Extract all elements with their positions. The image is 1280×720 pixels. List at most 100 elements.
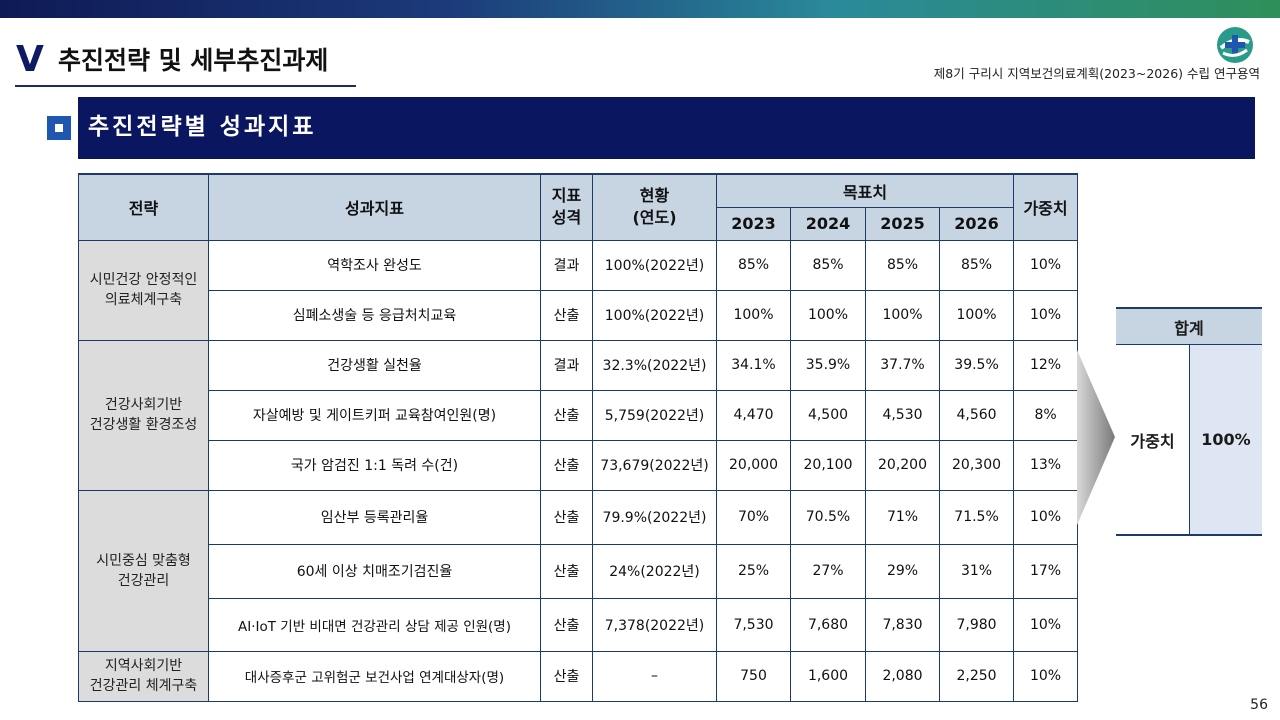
header-strategy: 전략: [78, 173, 209, 241]
indicator-cell: AI·IoT 기반 비대면 건강관리 상담 제공 인원(명): [208, 597, 541, 652]
target-cell: 31%: [938, 543, 1015, 599]
city-logo-icon: [1217, 27, 1253, 63]
target-cell: 7,680: [790, 597, 866, 652]
indicator-cell: 심폐소생술 등 응급처치교육: [208, 289, 541, 341]
target-cell: 1,600: [790, 650, 866, 702]
type-cell: 산출: [540, 489, 593, 545]
target-cell: 7,830: [865, 597, 940, 652]
indicator-cell: 국가 암검진 1:1 독려 수(건): [208, 439, 541, 491]
page-number: 56: [1250, 697, 1268, 713]
table-row: 60세 이상 치매조기검진율 산출 24%(2022년) 25% 27% 29%…: [79, 543, 1079, 599]
header-current: 현황 (연도): [592, 173, 717, 241]
type-cell: 산출: [540, 543, 593, 599]
table-row: 자살예방 및 게이트키퍼 교육참여인원(명) 산출 5,759(2022년) 4…: [79, 389, 1079, 441]
target-cell: 4,500: [790, 389, 866, 441]
target-cell: 37.7%: [865, 339, 940, 391]
target-cell: 85%: [716, 239, 791, 291]
section-title: 추진전략 및 세부추진과제: [58, 46, 329, 75]
type-cell: 산출: [540, 597, 593, 652]
header-type: 지표 성격: [540, 173, 593, 241]
weight-cell: 17%: [1013, 543, 1079, 599]
target-cell: 70%: [716, 489, 791, 545]
total-weight-box: 합계 가중치 100%: [1116, 307, 1262, 536]
weight-cell: 10%: [1013, 239, 1079, 291]
strategy-cell: 지역사회기반 건강관리 체계구축: [78, 650, 209, 702]
strategy-cell: 시민중심 맞춤형 건강관리: [78, 489, 209, 652]
target-cell: 29%: [865, 543, 940, 599]
square-bullet-icon: [47, 116, 71, 140]
target-cell: 85%: [790, 239, 866, 291]
indicator-cell: 건강생활 실천율: [208, 339, 541, 391]
current-cell: 5,759(2022년): [592, 389, 717, 441]
weight-cell: 8%: [1013, 389, 1079, 441]
indicator-cell: 대사증후군 고위험군 보건사업 연계대상자(명): [208, 650, 541, 702]
target-cell: 4,470: [716, 389, 791, 441]
target-cell: 7,530: [716, 597, 791, 652]
strategy-cell: 시민건강 안정적인 의료체계구축: [78, 239, 209, 341]
target-cell: 71%: [865, 489, 940, 545]
target-cell: 71.5%: [938, 489, 1015, 545]
target-cell: 2,080: [865, 650, 940, 702]
type-cell: 산출: [540, 439, 593, 491]
target-cell: 35.9%: [790, 339, 866, 391]
current-cell: 100%(2022년): [592, 289, 717, 341]
header-target: 목표치: [715, 173, 1015, 208]
weight-cell: 10%: [1013, 489, 1079, 545]
header-weight: 가중치: [1013, 173, 1079, 241]
target-cell: 2,250: [938, 650, 1015, 702]
weight-cell: 10%: [1013, 597, 1079, 652]
section-mark: V: [16, 39, 44, 80]
target-cell: 4,560: [938, 389, 1015, 441]
target-cell: 39.5%: [938, 339, 1015, 391]
header-year: 2023: [716, 206, 791, 241]
subsection-banner: [78, 97, 1255, 159]
header-indicator: 성과지표: [208, 173, 541, 241]
current-cell: 79.9%(2022년): [592, 489, 717, 545]
target-cell: 85%: [865, 239, 940, 291]
table-row: 건강사회기반 건강생활 환경조성 건강생활 실천율 결과 32.3%(2022년…: [78, 339, 1079, 491]
table-row: AI·IoT 기반 비대면 건강관리 상담 제공 인원(명) 산출 7,378(…: [79, 597, 1079, 652]
type-cell: 결과: [540, 339, 593, 391]
right-arrow-icon: [1077, 350, 1115, 525]
indicator-cell: 임산부 등록관리율: [208, 489, 541, 545]
table-row: 심폐소생술 등 응급처치교육 산출 100%(2022년) 100% 100% …: [79, 289, 1079, 341]
target-cell: 100%: [938, 289, 1015, 341]
table-row: 시민중심 맞춤형 건강관리 임산부 등록관리율 산출 79.9%(2022년) …: [78, 489, 1079, 652]
total-value: 100%: [1190, 345, 1262, 534]
target-cell: 20,300: [938, 439, 1015, 491]
kpi-table: 전략 성과지표 지표 성격 현황 (연도) 목표치 가중치 2023 2024 …: [78, 173, 1079, 702]
target-cell: 4,530: [865, 389, 940, 441]
indicator-cell: 60세 이상 치매조기검진율: [208, 543, 541, 599]
indicator-cell: 자살예방 및 게이트키퍼 교육참여인원(명): [208, 389, 541, 441]
current-cell: 7,378(2022년): [592, 597, 717, 652]
header-year: 2026: [938, 206, 1015, 241]
table-row: 지역사회기반 건강관리 체계구축 대사증후군 고위험군 보건사업 연계대상자(명…: [78, 650, 1079, 702]
target-cell: 750: [716, 650, 791, 702]
type-cell: 산출: [540, 289, 593, 341]
target-cell: 27%: [790, 543, 866, 599]
subsection-title: 추진전략별 성과지표: [88, 114, 317, 140]
target-cell: 20,200: [865, 439, 940, 491]
type-cell: 결과: [540, 239, 593, 291]
current-cell: –: [592, 650, 717, 702]
total-label: 가중치: [1116, 345, 1190, 534]
current-cell: 100%(2022년): [592, 239, 717, 291]
current-cell: 73,679(2022년): [592, 439, 717, 491]
target-cell: 100%: [790, 289, 866, 341]
header-year: 2025: [865, 206, 940, 241]
weight-cell: 12%: [1013, 339, 1079, 391]
weight-cell: 13%: [1013, 439, 1079, 491]
table-row: 국가 암검진 1:1 독려 수(건) 산출 73,679(2022년) 20,0…: [79, 439, 1079, 491]
target-cell: 34.1%: [716, 339, 791, 391]
weight-cell: 10%: [1013, 650, 1079, 702]
top-gradient-bar: [0, 0, 1280, 18]
header-year: 2024: [790, 206, 866, 241]
target-cell: 100%: [716, 289, 791, 341]
type-cell: 산출: [540, 650, 593, 702]
target-cell: 85%: [938, 239, 1015, 291]
strategy-cell: 건강사회기반 건강생활 환경조성: [78, 339, 209, 491]
type-cell: 산출: [540, 389, 593, 441]
table-row: 시민건강 안정적인 의료체계구축 역학조사 완성도 결과 100%(2022년)…: [78, 239, 1079, 341]
current-cell: 24%(2022년): [592, 543, 717, 599]
total-header: 합계: [1116, 309, 1262, 345]
